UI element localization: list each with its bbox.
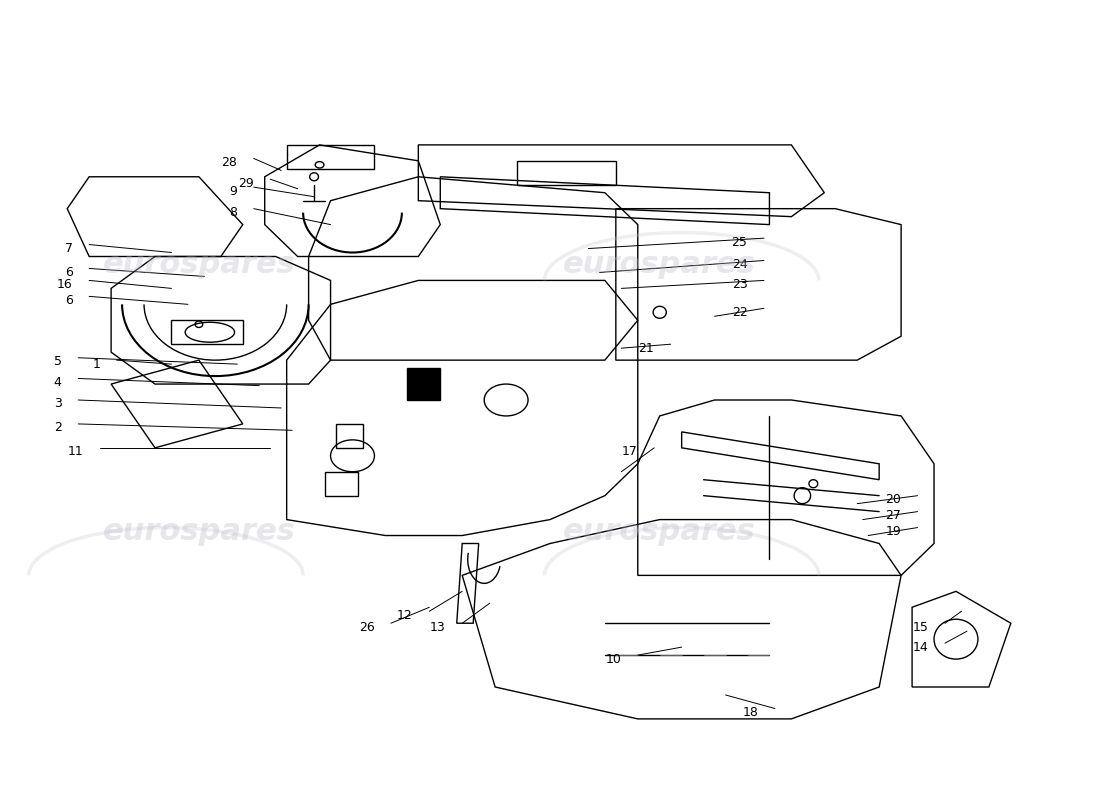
Text: 11: 11 [68,446,84,458]
Text: 5: 5 [54,355,62,368]
Text: 13: 13 [430,621,446,634]
Text: 2: 2 [54,422,62,434]
Text: 15: 15 [913,621,928,634]
Text: 20: 20 [886,493,901,506]
Text: 14: 14 [913,641,928,654]
Text: 6: 6 [65,294,73,307]
Text: eurospares: eurospares [563,517,756,546]
Text: 23: 23 [732,278,748,291]
Text: 6: 6 [65,266,73,279]
Text: 18: 18 [742,706,759,719]
Text: 3: 3 [54,398,62,410]
Text: eurospares: eurospares [563,250,756,279]
Text: 16: 16 [57,278,73,291]
Text: 12: 12 [397,609,412,622]
Text: 28: 28 [221,156,238,169]
Text: eurospares: eurospares [102,250,295,279]
Text: 7: 7 [65,242,73,255]
Text: 25: 25 [732,236,748,249]
Text: 9: 9 [230,185,238,198]
Text: eurospares: eurospares [102,517,295,546]
Text: 24: 24 [732,258,748,271]
Text: 17: 17 [621,446,638,458]
Text: 26: 26 [359,621,374,634]
Text: 29: 29 [238,177,254,190]
Polygon shape [407,368,440,400]
Text: 4: 4 [54,376,62,389]
Text: 21: 21 [638,342,654,354]
Text: 1: 1 [92,358,100,370]
Text: 10: 10 [605,653,621,666]
Text: 19: 19 [886,525,901,538]
Text: 8: 8 [229,206,238,219]
Text: 22: 22 [732,306,748,319]
Text: 27: 27 [886,509,901,522]
